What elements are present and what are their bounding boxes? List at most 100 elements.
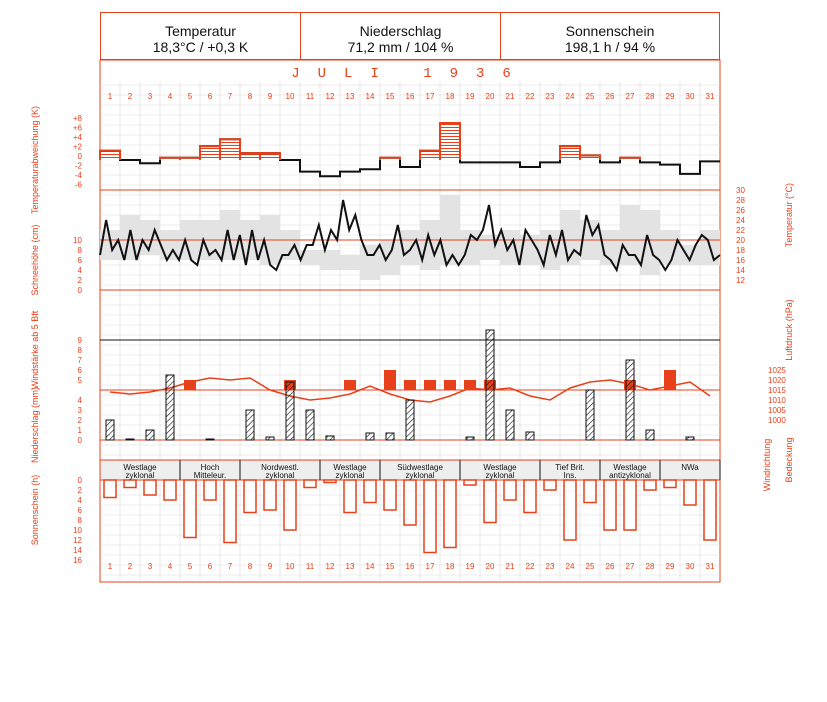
axis-label-snow-depth: Schneehöhe (cm): [30, 224, 40, 295]
precip-bar: [325, 435, 335, 441]
anomaly-positive-bar: [579, 154, 601, 160]
wind-bar: [344, 380, 356, 390]
anomaly-bar-fill: [300, 160, 320, 172]
anomaly-tick: +6: [73, 124, 83, 133]
precip-tick: 1: [78, 426, 83, 435]
day-label-top: 20: [486, 92, 495, 101]
sunshine-bar: [263, 479, 277, 511]
weather-type-label: Westlage: [613, 463, 647, 472]
temp-range-band: [680, 245, 700, 265]
grid-layer: [99, 59, 721, 583]
day-label-bottom: 22: [526, 562, 535, 571]
weather-type-label: Westlage: [483, 463, 517, 472]
temp-tick: 18: [736, 246, 745, 255]
wind-bar: [464, 380, 476, 390]
day-label-top: 27: [626, 92, 635, 101]
day-label-bottom: 18: [446, 562, 455, 571]
pressure-tick: 1015: [768, 386, 786, 395]
precip-bar: [125, 438, 135, 441]
sunshine-bar: [663, 479, 677, 489]
precip-tick: 3: [78, 406, 83, 415]
anomaly-bar-fill: [220, 139, 240, 160]
day-label-top: 26: [606, 92, 615, 101]
sunshine-bar: [223, 479, 237, 544]
anomaly-bar-fill: [380, 157, 400, 160]
day-label-bottom: 13: [346, 562, 355, 571]
day-label-top: 11: [306, 92, 315, 101]
precip-bar: [245, 409, 255, 441]
temp-range-band: [400, 230, 420, 265]
anomaly-bar-fill: [680, 160, 700, 174]
pressure-tick: 1020: [768, 376, 786, 385]
day-label-bottom: 28: [646, 562, 655, 571]
day-label-bottom: 7: [228, 562, 233, 571]
day-label-top: 15: [386, 92, 395, 101]
precip-tick: 4: [78, 396, 83, 405]
precip-bar: [505, 409, 515, 441]
precipitation-title: Niederschlag: [359, 23, 442, 39]
sunshine-bar: [603, 479, 617, 531]
temp-range-band: [380, 240, 400, 275]
precip-bar: [465, 436, 475, 441]
weather-type-label: Nordwestl.: [261, 463, 299, 472]
anomaly-positive-bar: [99, 149, 121, 160]
sunshine-bar: [163, 479, 177, 501]
day-label-bottom: 16: [406, 562, 415, 571]
weather-type-label: Westlage: [123, 463, 157, 472]
weather-type-label: Ins.: [564, 471, 577, 480]
day-label-bottom: 5: [188, 562, 193, 571]
temp-tick: 28: [736, 196, 745, 205]
anomaly-bar-fill: [580, 155, 600, 160]
anomaly-positive-bar: [259, 152, 281, 160]
day-label-top: 19: [466, 92, 475, 101]
anomaly-positive-bar: [559, 145, 581, 160]
anomaly-tick: -2: [75, 162, 83, 171]
axis-label-wind-direction: Windrichtung: [762, 439, 772, 492]
anomaly-tick: 0: [78, 152, 83, 161]
day-label-bottom: 14: [366, 562, 375, 571]
day-label-bottom: 27: [626, 562, 635, 571]
day-label-top: 18: [446, 92, 455, 101]
snow-tick: 6: [78, 256, 83, 265]
sunshine-value: 198,1 h / 94 %: [564, 39, 656, 55]
text-layer: 1122334455667788991010111112121313141415…: [30, 92, 794, 571]
precip-bar: [145, 429, 155, 441]
weather-type-label: zyklonal: [266, 471, 295, 480]
weather-type-label: NWa: [681, 463, 699, 472]
sunshine-tick: 16: [73, 556, 82, 565]
temp-range-band: [660, 230, 680, 265]
sunshine-tick: 14: [73, 546, 82, 555]
sunshine-tick: 2: [78, 486, 83, 495]
temperature-title: Temperatur: [165, 23, 236, 39]
temp-range-band: [320, 250, 340, 270]
sunshine-bar: [423, 479, 437, 554]
day-label-top: 16: [406, 92, 415, 101]
precip-bar: [525, 431, 535, 441]
snow-tick: 4: [78, 266, 83, 275]
day-label-bottom: 20: [486, 562, 495, 571]
sunshine-bar: [463, 479, 477, 486]
temp-tick: 26: [736, 206, 745, 215]
sunshine-bar: [243, 479, 257, 514]
temp-tick: 14: [736, 266, 745, 275]
precip-bar: [685, 436, 695, 441]
sunshine-bar: [183, 479, 197, 539]
day-label-bottom: 3: [148, 562, 153, 571]
marks-layer: [99, 122, 721, 554]
day-label-bottom: 9: [268, 562, 273, 571]
wind-tick: 9: [78, 336, 83, 345]
sunshine-bar: [323, 479, 337, 484]
temp-range-band: [500, 230, 520, 265]
temp-tick: 24: [736, 216, 745, 225]
pressure-tick: 1025: [768, 366, 786, 375]
wind-bar: [404, 380, 416, 390]
pressure-tick: 1010: [768, 396, 786, 405]
sunshine-bar: [403, 479, 417, 526]
day-label-top: 28: [646, 92, 655, 101]
day-label-top: 7: [228, 92, 233, 101]
day-label-top: 22: [526, 92, 535, 101]
pressure-tick: 1000: [768, 416, 786, 425]
day-label-top: 24: [566, 92, 575, 101]
day-label-bottom: 1: [108, 562, 113, 571]
